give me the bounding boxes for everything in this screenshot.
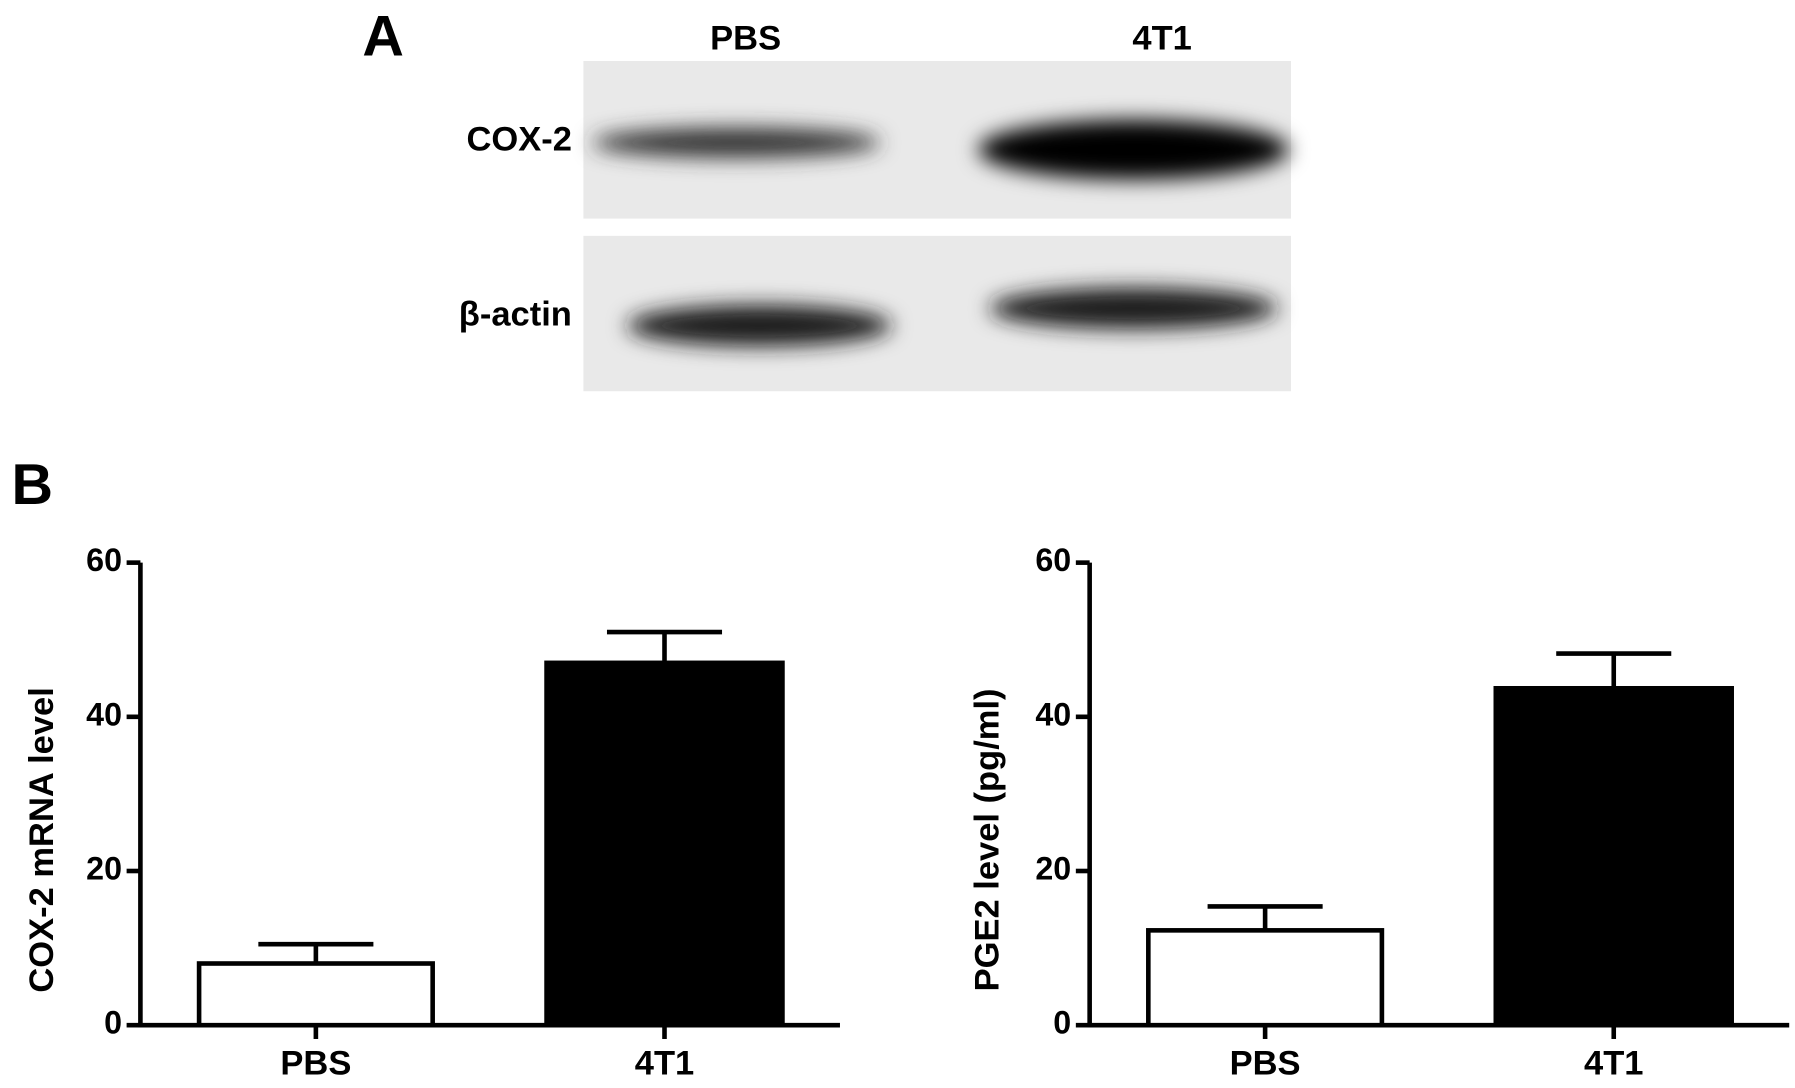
band (978, 119, 1289, 180)
y-tick-label: 0 (1053, 1005, 1071, 1041)
y-axis-label: COX-2 mRNA level (23, 687, 61, 992)
y-tick-label: 60 (1035, 542, 1071, 578)
y-tick-label: 20 (86, 851, 122, 887)
panel-label: B (11, 453, 53, 517)
x-tick-label: PBS (1230, 1045, 1301, 1083)
y-tick-label: 40 (86, 696, 122, 732)
bar (1493, 685, 1734, 1028)
blot-column-label: PBS (710, 19, 781, 57)
panel-label: A (362, 4, 404, 68)
y-axis-label: PGE2 level (pg/ml) (969, 688, 1007, 991)
x-tick-label: 4T1 (1584, 1045, 1643, 1083)
x-tick-label: PBS (280, 1045, 351, 1083)
bar (1146, 928, 1385, 1028)
y-tick-label: 0 (104, 1005, 122, 1041)
bar (544, 660, 785, 1028)
blot-row-label: β-actin (459, 296, 572, 334)
bar (196, 961, 435, 1028)
x-tick-label: 4T1 (635, 1045, 694, 1083)
y-tick-label: 20 (1035, 851, 1071, 887)
blot-column-label: 4T1 (1132, 19, 1191, 57)
blot-bands (592, 119, 1289, 347)
blot-row-label: COX-2 (466, 121, 571, 159)
band (627, 304, 892, 347)
y-tick-label: 60 (86, 542, 122, 578)
band (989, 287, 1278, 330)
band (592, 127, 881, 158)
y-tick-label: 40 (1035, 696, 1071, 732)
